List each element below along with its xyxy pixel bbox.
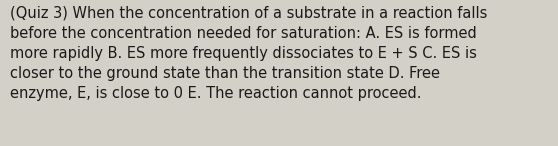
Text: (Quiz 3) When the concentration of a substrate in a reaction falls
before the co: (Quiz 3) When the concentration of a sub… xyxy=(10,6,488,101)
